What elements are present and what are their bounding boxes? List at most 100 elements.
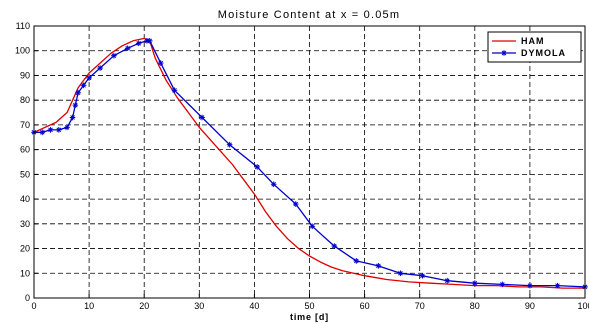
marker-stroke bbox=[172, 87, 177, 93]
marker-stroke bbox=[158, 60, 164, 66]
data-point-dymola bbox=[554, 282, 561, 289]
legend-label-ham: HAM bbox=[521, 36, 545, 46]
data-point-dymola bbox=[226, 141, 233, 148]
data-point-dymola bbox=[499, 281, 506, 288]
x-tick-label: 70 bbox=[415, 301, 425, 311]
y-tick-label: 10 bbox=[20, 268, 30, 278]
data-point-dymola bbox=[254, 164, 260, 170]
data-point-dymola bbox=[444, 277, 451, 284]
legend: HAM DYMOLA bbox=[487, 31, 582, 63]
data-point-dymola bbox=[97, 65, 103, 71]
marker-stroke bbox=[271, 181, 276, 187]
grid bbox=[33, 25, 586, 299]
y-tick-label: 20 bbox=[20, 244, 30, 254]
marker-stroke bbox=[97, 65, 103, 71]
data-point-dymola bbox=[39, 129, 46, 136]
data-point-dymola bbox=[331, 243, 338, 249]
x-tick-label: 10 bbox=[84, 301, 94, 311]
plot-frame bbox=[33, 25, 586, 299]
data-point-dymola bbox=[157, 60, 164, 66]
marker-stroke bbox=[64, 125, 70, 130]
marker-stroke bbox=[309, 223, 315, 229]
data-point-dymola bbox=[199, 114, 205, 121]
x-tick-label: 90 bbox=[525, 301, 535, 311]
marker-stroke bbox=[472, 280, 478, 286]
data-point-dymola bbox=[472, 280, 478, 286]
marker-stroke bbox=[500, 282, 505, 287]
y-tick-label: 30 bbox=[20, 219, 30, 229]
data-point-dymola bbox=[292, 201, 299, 207]
data-point-dymola bbox=[135, 40, 142, 47]
data-point-dymola bbox=[86, 75, 92, 81]
marker-stroke bbox=[398, 270, 403, 276]
data-point-dymola bbox=[72, 102, 79, 108]
data-point-dymola bbox=[80, 82, 87, 89]
series-layer bbox=[31, 37, 588, 290]
x-tick-label: 0 bbox=[31, 301, 36, 311]
marker-stroke bbox=[136, 40, 142, 46]
x-axis-label: time [d] bbox=[290, 312, 329, 322]
marker-stroke bbox=[293, 201, 299, 207]
marker-stroke bbox=[73, 102, 78, 108]
y-tick-label: 70 bbox=[20, 120, 30, 130]
marker-stroke bbox=[125, 45, 130, 51]
marker-stroke bbox=[81, 83, 86, 88]
data-point-dymola bbox=[309, 223, 316, 230]
x-tick-label: 30 bbox=[194, 301, 204, 311]
marker-stroke bbox=[501, 50, 507, 56]
marker-stroke bbox=[111, 53, 117, 58]
marker-stroke bbox=[254, 164, 260, 170]
y-tick-label: 50 bbox=[20, 169, 30, 179]
data-point-dymola bbox=[124, 45, 131, 52]
y-tick-label: 110 bbox=[16, 21, 30, 31]
marker-stroke bbox=[48, 127, 53, 133]
marker-stroke bbox=[39, 130, 45, 135]
tick-labels: 0 10 20 30 40 50 60 70 80 90 100 0 10 20 30 40 50 60 70 80 9… bbox=[15, 21, 589, 311]
data-point-dymola bbox=[146, 38, 153, 44]
marker-stroke bbox=[75, 90, 81, 96]
marker-stroke bbox=[555, 283, 560, 288]
marker-stroke bbox=[56, 127, 62, 133]
x-tick-label: 60 bbox=[360, 301, 370, 311]
marker-stroke bbox=[227, 142, 232, 148]
marker-stroke bbox=[331, 243, 337, 249]
y-tick-label: 100 bbox=[15, 46, 30, 56]
data-point-dymola bbox=[419, 272, 426, 279]
x-tick-label: 20 bbox=[139, 301, 149, 311]
y-tick-label: 90 bbox=[20, 70, 30, 80]
y-tick-label: 60 bbox=[20, 145, 30, 155]
data-point-dymola bbox=[64, 124, 70, 131]
x-tick-label: 100 bbox=[577, 301, 589, 311]
marker-stroke bbox=[147, 38, 153, 44]
data-point-dymola bbox=[397, 270, 404, 277]
x-tick-label: 50 bbox=[304, 301, 314, 311]
data-point-dymola bbox=[375, 263, 382, 269]
data-point-dymola bbox=[47, 127, 54, 133]
data-point-dymola bbox=[111, 52, 117, 59]
legend-box bbox=[487, 31, 582, 63]
data-point-dymola bbox=[171, 87, 178, 94]
marker-stroke bbox=[376, 263, 381, 269]
marker-stroke bbox=[444, 278, 450, 284]
y-tick-label: 0 bbox=[25, 293, 30, 303]
marker-stroke bbox=[354, 258, 359, 264]
series-line-ham bbox=[33, 37, 585, 289]
marker-stroke bbox=[86, 75, 92, 81]
data-point-dymola bbox=[55, 127, 62, 133]
x-tick-label: 80 bbox=[470, 301, 480, 311]
y-tick-label: 40 bbox=[20, 194, 30, 204]
marker-stroke bbox=[527, 283, 533, 288]
data-point-dymola bbox=[353, 258, 360, 264]
data-point-dymola bbox=[270, 181, 277, 188]
marker-stroke bbox=[199, 115, 205, 120]
x-tick-label: 40 bbox=[249, 301, 259, 311]
legend-label-dymola: DYMOLA bbox=[521, 48, 566, 58]
marker-stroke bbox=[70, 115, 75, 120]
marker-stroke bbox=[420, 273, 425, 279]
data-point-dymola bbox=[527, 282, 533, 289]
y-tick-label: 80 bbox=[20, 95, 30, 105]
legend-marker-dymola bbox=[501, 50, 507, 56]
legend-marker-point bbox=[501, 50, 507, 56]
data-point-dymola bbox=[69, 114, 76, 121]
